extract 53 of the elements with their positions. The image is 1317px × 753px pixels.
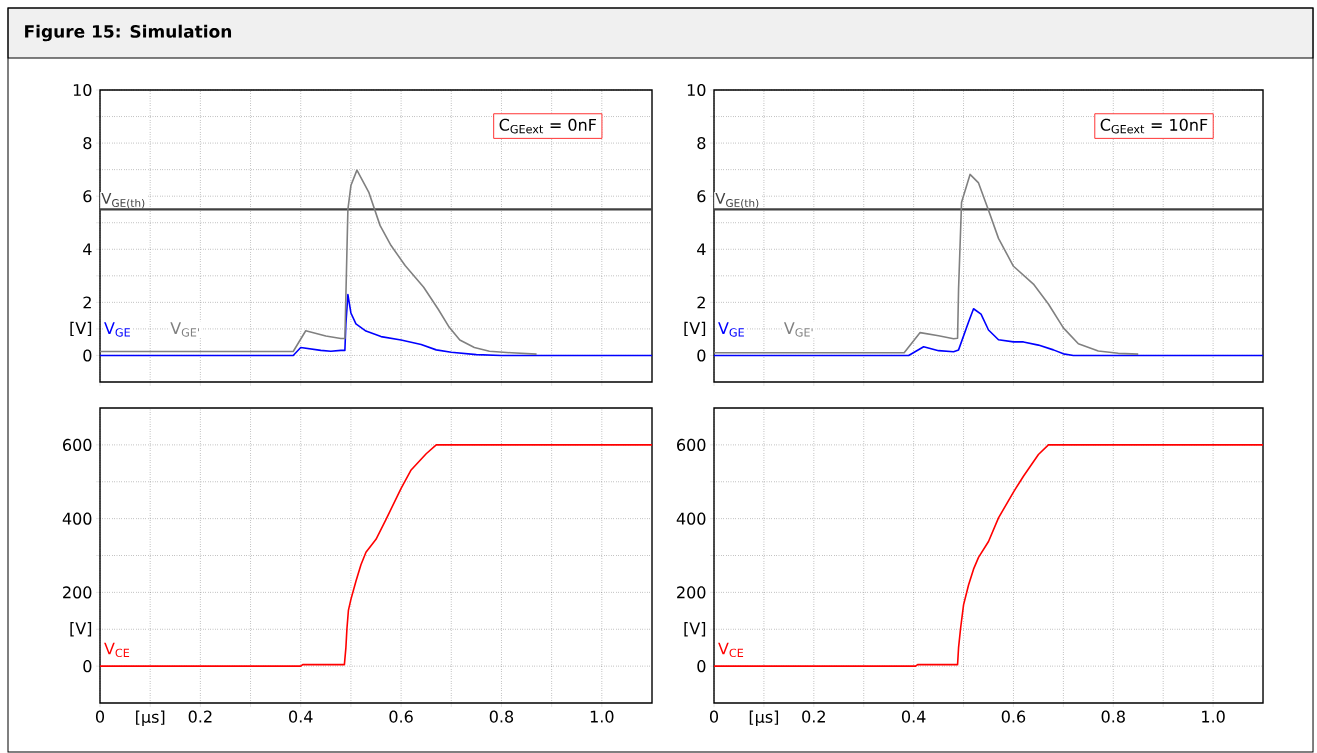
- y-tick-label: 4: [83, 243, 92, 256]
- series-label: V$_{CE}$: [718, 642, 744, 658]
- y-tick-label: 600: [63, 438, 92, 451]
- y-tick-label: 6: [83, 190, 92, 203]
- y-tick-label: 0: [697, 660, 706, 673]
- series-label: V$_{GE'}$: [783, 322, 813, 337]
- ref-line-label: V$_{GE(th)}$: [101, 192, 145, 209]
- annotation: C$_{GEext}$ = 0nF: [499, 118, 596, 134]
- y-tick-label: 400: [676, 512, 706, 525]
- x-tick-label: 0.6: [1001, 710, 1026, 723]
- chart-title: Figure 15: Simulation: [25, 24, 232, 42]
- y-tick-label: 400: [62, 512, 92, 525]
- x-tick-label: 0: [95, 710, 105, 723]
- series-label: V$_{GE'}$: [170, 322, 199, 337]
- x-tick-label: 1.0: [590, 710, 614, 723]
- y-tick-label: 0: [697, 349, 706, 362]
- y-tick-label: [V]: [684, 321, 706, 337]
- y-tick-label: 600: [677, 438, 706, 451]
- x-tick-label: 0.2: [802, 710, 825, 723]
- y-tick-label: 10: [687, 83, 706, 97]
- x-tick-label: 1.0: [1202, 710, 1225, 723]
- line-series: [713, 307, 1264, 357]
- line-series: [713, 173, 1140, 355]
- y-tick-label: 0: [83, 349, 92, 362]
- y-tick-label: 8: [697, 137, 706, 150]
- x-tick-label: 0.2: [188, 710, 212, 723]
- y-tick-label: 6: [697, 190, 706, 203]
- series-label: V$_{GE}$: [718, 322, 744, 337]
- x-tick-label: 0.8: [1101, 710, 1125, 723]
- x-tick-label: [μs]: [749, 710, 779, 727]
- series-label: V$_{CE}$: [104, 642, 130, 658]
- x-tick-label: 0: [709, 710, 719, 723]
- x-tick-label: 0.4: [901, 710, 926, 723]
- y-tick-label: [V]: [70, 321, 92, 337]
- y-tick-label: 200: [677, 586, 706, 599]
- y-tick-label: 0: [83, 660, 92, 673]
- y-tick-label: 200: [63, 586, 92, 599]
- y-tick-label: 8: [83, 137, 92, 150]
- y-tick-label: 2: [697, 296, 705, 309]
- y-tick-label: 10: [73, 83, 92, 97]
- x-tick-label: 0.8: [489, 710, 514, 723]
- annotation: C$_{GEext}$ = 10nF: [1100, 118, 1208, 134]
- ref-line-label: V$_{GE(th)}$: [715, 192, 759, 209]
- y-tick-label: [V]: [70, 622, 92, 637]
- line-series: [99, 293, 653, 357]
- series-label: V$_{GE}$: [104, 322, 130, 337]
- y-tick-label: [V]: [684, 622, 706, 637]
- x-tick-label: [μs]: [136, 710, 165, 727]
- y-tick-label: 4: [697, 243, 706, 256]
- x-tick-label: 0.6: [389, 710, 413, 723]
- line-series: [99, 169, 538, 355]
- x-tick-label: 0.4: [289, 710, 313, 723]
- y-tick-label: 2: [83, 296, 91, 309]
